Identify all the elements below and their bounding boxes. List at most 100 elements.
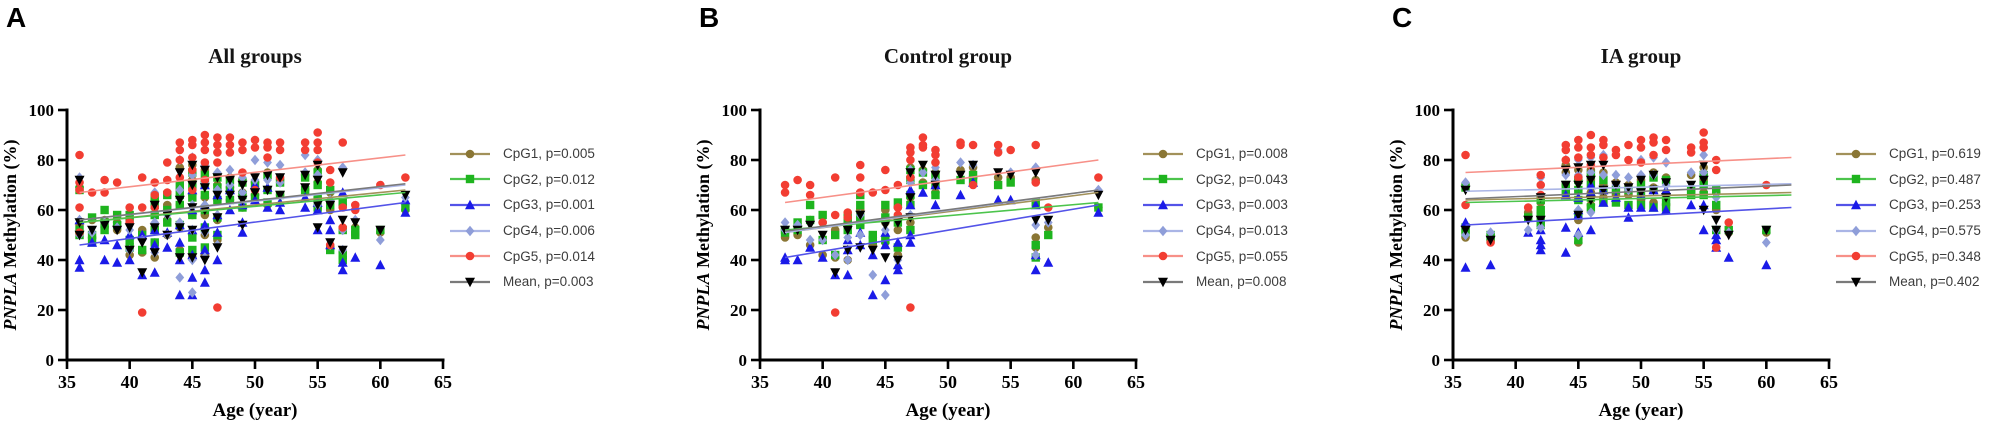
trend-line-CpG2 (79, 191, 406, 224)
trend-line-CpG5 (79, 154, 406, 194)
panel-control-group: B Control group 0 20 40 60 80 100 35 40 45 50 55 60… (693, 0, 1343, 426)
legend-item-cpg5: CpG5, p=0.055 (1142, 243, 1288, 269)
x-tick-label: 65 (434, 372, 452, 392)
legend-label-cpg3: CpG3, p=0.001 (503, 197, 595, 213)
cpg3-legend-marker-icon (450, 199, 490, 210)
y-axis-title: PNPLA Methylation (%) (693, 140, 714, 332)
x-tick-label: 35 (58, 372, 76, 392)
x-tick-label: 40 (814, 372, 832, 392)
cpg2-legend-marker-icon (1836, 175, 1876, 184)
legend-label-cpg4: CpG4, p=0.013 (1196, 223, 1288, 239)
y-tick-label: 100 (1415, 101, 1441, 120)
y-tick-label: 80 (37, 151, 54, 170)
x-tick-label: 35 (1444, 372, 1462, 392)
cpg4-legend-marker-icon (450, 225, 490, 236)
cpg5-legend-marker-icon (1143, 251, 1183, 261)
x-tick-label: 45 (1569, 372, 1587, 392)
cpg5-legend-marker-icon (450, 251, 490, 261)
legend-label-cpg5: CpG5, p=0.348 (1889, 248, 1981, 264)
legend-item-cpg3: CpG3, p=0.003 (1142, 192, 1288, 218)
panel-title-control-group: Control group (883, 44, 1013, 68)
trend-line-CpG4 (1465, 182, 1792, 193)
y-tick-label: 0 (739, 351, 748, 370)
x-tick-label: 55 (1002, 372, 1020, 392)
x-tick-label: 50 (246, 372, 264, 392)
series-CpG1 (780, 163, 1103, 265)
x-tick-label: 40 (1507, 372, 1525, 392)
y-axis-title: PNPLA Methylation (%) (1386, 140, 1407, 332)
axes: 0 20 40 60 80 100 35 40 45 50 55 60 65 (1415, 101, 1839, 392)
legend-item-cpg4: CpG4, p=0.013 (1142, 218, 1288, 244)
legend-item-cpg3: CpG3, p=0.253 (1835, 192, 1981, 218)
y-tick-label: 40 (1423, 251, 1440, 270)
panel-title-all-groups: All groups (208, 44, 302, 68)
trend-line-CpG3 (784, 204, 1099, 259)
legend-item-cpg4: CpG4, p=0.006 (449, 218, 595, 244)
panel-ia-group: C IA group 0 20 40 60 80 100 35 40 45 50 55 60 65 Age… (1386, 0, 1996, 426)
legend-label-mean: Mean, p=0.402 (1889, 274, 1980, 290)
cpg3-legend-marker-icon (1836, 199, 1876, 210)
cpg1-legend-marker-icon (1836, 149, 1876, 159)
series-Mean (74, 160, 411, 278)
legend-label-cpg5: CpG5, p=0.055 (1196, 248, 1288, 264)
legend-item-mean: Mean, p=0.003 (449, 269, 595, 295)
trend-line-CpG5 (1465, 156, 1792, 174)
axes: 0 20 40 60 80 100 35 40 45 50 55 60 65 (29, 101, 453, 392)
panel-letter-a: A (6, 2, 27, 33)
legend-item-mean: Mean, p=0.402 (1835, 269, 1981, 295)
axes: 0 20 40 60 80 100 35 40 45 50 55 60 65 (722, 101, 1146, 392)
legend-item-cpg2: CpG2, p=0.487 (1835, 167, 1981, 193)
series-CpG4 (780, 144, 1103, 301)
legend-label-cpg3: CpG3, p=0.253 (1889, 197, 1981, 213)
series-CpG5 (1461, 128, 1771, 252)
legend-all-groups: CpG1, p=0.005 CpG2, p=0.012 CpG3, p=0.001 C… (449, 141, 595, 295)
y-tick-label: 0 (46, 351, 55, 370)
x-tick-label: 35 (751, 372, 769, 392)
scatter-chart-all-groups: 0 20 40 60 80 100 35 40 45 50 55 60 65 Age (year) PNPL… (0, 101, 453, 421)
mean-legend-marker-icon (450, 277, 490, 287)
legend-item-cpg1: CpG1, p=0.008 (1142, 141, 1288, 167)
legend-label-cpg3: CpG3, p=0.003 (1196, 197, 1288, 213)
y-tick-label: 20 (1423, 301, 1440, 320)
legend-control-group: CpG1, p=0.008 CpG2, p=0.043 CpG3, p=0.003 C… (1142, 141, 1288, 295)
panel-letter-b: B (699, 2, 720, 33)
legend-item-cpg2: CpG2, p=0.043 (1142, 167, 1288, 193)
cpg5-legend-marker-icon (1836, 251, 1876, 261)
legend-ia-group: CpG1, p=0.619 CpG2, p=0.487 CpG3, p=0.253 C… (1835, 141, 1981, 295)
mean-legend-marker-icon (1143, 277, 1183, 287)
legend-label-cpg1: CpG1, p=0.008 (1196, 146, 1288, 162)
x-tick-label: 40 (121, 372, 139, 392)
panel-letter-c: C (1392, 2, 1413, 33)
trend-line-CpG2 (1465, 194, 1792, 204)
trend-line-Mean (1465, 184, 1792, 200)
trend-line-CpG1 (1465, 191, 1792, 201)
legend-label-mean: Mean, p=0.003 (503, 274, 594, 290)
cpg3-legend-marker-icon (1143, 199, 1183, 210)
y-tick-label: 60 (37, 201, 54, 220)
legend-label-cpg2: CpG2, p=0.012 (503, 171, 595, 187)
series-CpG5 (75, 128, 410, 317)
legend-item-cpg1: CpG1, p=0.619 (1835, 141, 1981, 167)
panel-title-ia-group: IA group (1600, 44, 1682, 68)
series-CpG2 (780, 165, 1103, 262)
x-tick-label: 55 (309, 372, 327, 392)
legend-item-cpg4: CpG4, p=0.575 (1835, 218, 1981, 244)
x-tick-label: 65 (1127, 372, 1145, 392)
x-tick-label: 65 (1820, 372, 1838, 392)
x-tick-label: 60 (1064, 372, 1082, 392)
trend-line-Mean (784, 189, 1099, 233)
cpg2-legend-marker-icon (1143, 175, 1183, 184)
legend-item-cpg1: CpG1, p=0.005 (449, 141, 595, 167)
y-tick-label: 40 (37, 251, 54, 270)
x-tick-label: 50 (1632, 372, 1650, 392)
y-tick-label: 20 (37, 301, 54, 320)
legend-label-cpg5: CpG5, p=0.014 (503, 248, 595, 264)
cpg2-legend-marker-icon (450, 175, 490, 184)
legend-item-cpg5: CpG5, p=0.014 (449, 243, 595, 269)
legend-item-cpg2: CpG2, p=0.012 (449, 167, 595, 193)
x-axis-title: Age (year) (906, 400, 991, 421)
legend-label-cpg2: CpG2, p=0.487 (1889, 171, 1981, 187)
scatter-chart-control-group: 0 20 40 60 80 100 35 40 45 50 55 60 65 Age (year) PNPL… (693, 101, 1146, 421)
x-tick-label: 55 (1695, 372, 1713, 392)
